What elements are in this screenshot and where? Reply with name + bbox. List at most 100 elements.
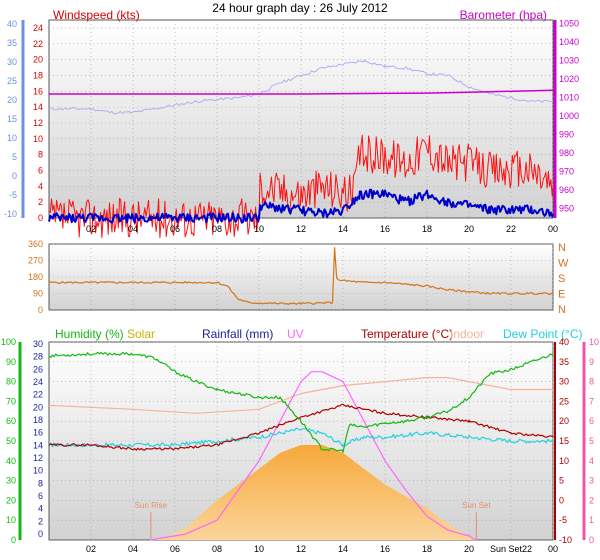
temperature-tick-label: -5 xyxy=(559,515,567,525)
climate-panel: Humidity (%) Solar Rainfall (mm) UV Temp… xyxy=(1,327,599,554)
rainfall-tick-label: 28 xyxy=(33,352,43,362)
rainfall-tick-label: 16 xyxy=(33,428,43,438)
humidity-tick-label: 10 xyxy=(6,515,16,525)
climate-x-tick-label: 20 xyxy=(464,544,474,554)
windspeed-tick-label: 12 xyxy=(33,118,43,128)
windspeed-label: Windspeed (kts) xyxy=(53,8,140,22)
barometer-tick-label: 990 xyxy=(559,130,574,140)
wind-outer-tick-label: 5 xyxy=(12,152,17,162)
barometer-tick-label: 1010 xyxy=(559,93,579,103)
temperature-tick-label: 5 xyxy=(559,476,564,486)
windspeed-tick-label: 0 xyxy=(38,213,43,223)
indoor-temperature-line xyxy=(48,377,553,414)
climate-x-tick-label: 06 xyxy=(170,544,180,554)
rainfall-tick-label: 0 xyxy=(38,529,43,539)
temperature-tick-label: 35 xyxy=(559,357,569,367)
humidity-tick-label: 70 xyxy=(6,396,16,406)
humidity-tick-label: 100 xyxy=(1,337,16,347)
barometer-tick-label: 1040 xyxy=(559,37,579,47)
wind-x-tick-label: 00 xyxy=(548,224,558,234)
windspeed-tick-label: 22 xyxy=(33,39,43,49)
rainfall-tick-label: 6 xyxy=(38,491,43,501)
wind-direction-line xyxy=(48,247,554,305)
climate-x-tick-label: 16 xyxy=(380,544,390,554)
rainfall-tick-label: 8 xyxy=(38,478,43,488)
temperature-tick-label: 30 xyxy=(559,377,569,387)
direction-compass-label: N xyxy=(558,304,566,316)
climate-ticks: 1009080706050403020100302826242220181614… xyxy=(1,337,599,554)
rainfall-tick-label: 30 xyxy=(33,339,43,349)
wind-outer-tick-label: -5 xyxy=(9,190,17,200)
rainfall-tick-label: 22 xyxy=(33,390,43,400)
indoor-label: Indoor xyxy=(450,327,484,341)
wind-x-tick-label: 04 xyxy=(128,224,138,234)
wind-outer-tick-label: 20 xyxy=(7,95,17,105)
uv-tick-label: 6 xyxy=(589,416,594,426)
wind-x-tick-label: 02 xyxy=(86,224,96,234)
humidity-tick-label: 0 xyxy=(11,535,16,545)
wind-average-line xyxy=(48,188,554,224)
uv-tick-label: 5 xyxy=(589,436,594,446)
windspeed-tick-label: 8 xyxy=(38,150,43,160)
humidity-tick-label: 40 xyxy=(6,456,16,466)
solar-label: Solar xyxy=(127,327,155,341)
windspeed-tick-label: 2 xyxy=(38,197,43,207)
uv-tick-label: 9 xyxy=(589,357,594,367)
wind-outer-tick-label: 15 xyxy=(7,114,17,124)
wind-x-tick-label: 18 xyxy=(422,224,432,234)
direction-compass-label: N xyxy=(558,242,566,254)
climate-x-tick-label: 04 xyxy=(128,544,138,554)
direction-compass-label: S xyxy=(558,273,565,285)
direction-tick-label: 180 xyxy=(28,272,43,282)
barometer-tick-label: 980 xyxy=(559,148,574,158)
wind-x-tick-label: 14 xyxy=(338,224,348,234)
windspeed-tick-label: 10 xyxy=(33,134,43,144)
direction-tick-label: 270 xyxy=(28,256,43,266)
windspeed-tick-label: 16 xyxy=(33,86,43,96)
humidity-tick-label: 50 xyxy=(6,436,16,446)
humidity-tick-label: 60 xyxy=(6,416,16,426)
humidity-tick-label: 30 xyxy=(6,476,16,486)
climate-x-tick-label: Sun Set22 xyxy=(490,544,532,554)
wind-outer-tick-label: 10 xyxy=(7,133,17,143)
rainfall-tick-label: 26 xyxy=(33,364,43,374)
climate-x-tick-label: 00 xyxy=(548,544,558,554)
uv-tick-label: 7 xyxy=(589,396,594,406)
wind-series xyxy=(48,59,554,239)
climate-x-tick-label: 14 xyxy=(338,544,348,554)
rainfall-tick-label: 18 xyxy=(33,415,43,425)
direction-grid xyxy=(49,243,554,311)
climate-x-tick-label: 08 xyxy=(212,544,222,554)
wind-outer-tick-label: -10 xyxy=(4,209,17,219)
windspeed-tick-label: 14 xyxy=(33,102,43,112)
wind-outer-tick-label: 0 xyxy=(12,171,17,181)
temperature-tick-label: 0 xyxy=(559,495,564,505)
uv-tick-label: 1 xyxy=(589,515,594,525)
temperature-tick-label: 40 xyxy=(559,337,569,347)
rainfall-tick-label: 12 xyxy=(33,453,43,463)
temperature-tick-label: 25 xyxy=(559,396,569,406)
wind-outer-tick-label: 25 xyxy=(7,76,17,86)
uv-line xyxy=(149,371,476,541)
direction-series xyxy=(48,247,554,305)
barometer-line xyxy=(49,89,554,95)
rainfall-tick-label: 24 xyxy=(33,377,43,387)
climate-x-tick-label: 12 xyxy=(296,544,306,554)
temperature-tick-label: 10 xyxy=(559,456,569,466)
wind-ticks: 2422201816141210864204035302520151050-5-… xyxy=(4,19,579,234)
barometer-trace-line xyxy=(48,59,554,115)
humidity-tick-label: 20 xyxy=(6,495,16,505)
uv-tick-label: 0 xyxy=(589,535,594,545)
sunrise-label: Sun Rise xyxy=(135,501,168,510)
humidity-line xyxy=(48,351,554,453)
barometer-tick-label: 1030 xyxy=(559,56,579,66)
wind-baro-panel: Windspeed (kts) Barometer (hpa) 24222018… xyxy=(4,8,579,239)
rainfall-tick-label: 4 xyxy=(38,504,43,514)
dewpoint-label: Dew Point (°C) xyxy=(503,327,582,341)
direction-tick-label: 90 xyxy=(33,289,43,299)
rainfall-label: Rainfall (mm) xyxy=(202,327,273,341)
